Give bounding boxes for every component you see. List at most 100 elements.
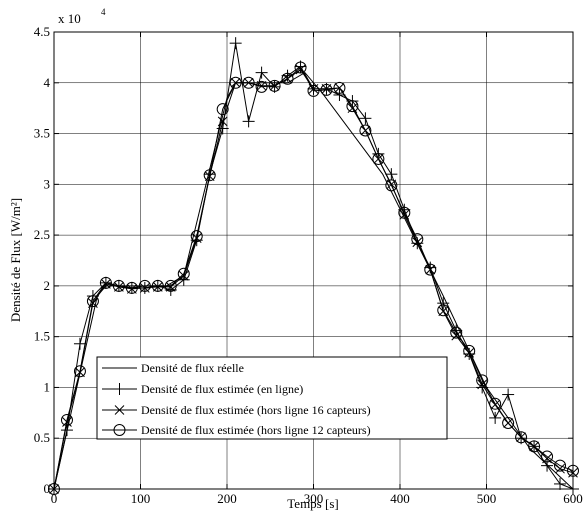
y-tick-label: 4.5 xyxy=(34,24,50,39)
data-point-circle xyxy=(398,206,411,219)
data-point-circle xyxy=(463,344,476,357)
data-point-plus xyxy=(424,261,437,274)
legend-item: Densité de flux réelle xyxy=(102,361,244,375)
x-tick-label: 200 xyxy=(217,491,237,506)
data-point-plus xyxy=(359,112,372,125)
y-axis-label: Densité de Flux [W/m²] xyxy=(8,198,23,322)
data-point-plus xyxy=(229,37,242,50)
data-point-x xyxy=(477,379,488,390)
data-point-circle xyxy=(294,61,307,74)
data-point-circle xyxy=(268,79,281,92)
x-stroke xyxy=(114,405,125,415)
x-stroke xyxy=(477,379,488,390)
x-tick-label: 100 xyxy=(131,491,151,506)
data-point-circle xyxy=(203,169,216,182)
y-tick-label: 0 xyxy=(44,481,51,496)
data-point-circle xyxy=(541,450,554,463)
data-point-circle xyxy=(554,459,567,472)
legend-item: Densité de flux estimée (hors ligne 12 c… xyxy=(102,423,371,437)
x-tick-label: 300 xyxy=(304,491,324,506)
legend-label: Densité de flux estimée (hors ligne 12 c… xyxy=(141,423,371,437)
data-point-plus xyxy=(450,324,463,337)
legend-item: Densité de flux estimée (en ligne) xyxy=(102,382,303,396)
data-point-plus xyxy=(385,168,398,181)
data-point-circle xyxy=(346,100,359,113)
data-point-circle xyxy=(112,279,125,292)
data-point-circle xyxy=(359,124,372,137)
data-point-circle xyxy=(229,76,242,89)
data-point-circle xyxy=(73,365,86,378)
data-point-plus xyxy=(113,383,126,395)
data-point-plus xyxy=(255,66,268,79)
y-tick-label: 1 xyxy=(44,379,51,394)
data-point-x xyxy=(555,463,565,474)
data-point-plus xyxy=(554,477,567,490)
data-point-circle xyxy=(138,279,151,292)
data-point-circle xyxy=(476,374,489,387)
x-stroke xyxy=(451,330,462,341)
data-point-circle xyxy=(450,326,463,339)
data-point-plus xyxy=(60,424,73,437)
data-point-circle xyxy=(216,103,229,116)
x-tick-label: 400 xyxy=(390,491,410,506)
data-point-circle xyxy=(151,279,164,292)
y-axis-multiplier: x 10 4 xyxy=(58,7,106,26)
legend: Densité de flux réelle Densité de flux e… xyxy=(96,356,448,440)
data-point-circle xyxy=(528,440,541,453)
x-stroke xyxy=(412,237,423,248)
legend-marker-circle xyxy=(113,424,126,436)
ticks: 0 100 200 300 400 500 600 0 0.5 1 1.5 2 2.5 3 3.5 4 4.5 xyxy=(34,24,583,506)
data-point-plus xyxy=(242,115,255,128)
data-point-circle xyxy=(515,431,528,444)
data-point-circle xyxy=(502,416,515,429)
data-point-circle xyxy=(190,230,203,243)
y-multiplier-label: x 10 xyxy=(58,11,81,26)
legend-label: Densité de flux estimée (en ligne) xyxy=(141,382,303,396)
legend-marker-plus xyxy=(113,383,126,395)
x-stroke xyxy=(555,463,565,474)
data-point-circle xyxy=(242,76,255,89)
y-tick-label: 4 xyxy=(44,75,51,90)
y-tick-label: 3 xyxy=(44,176,51,191)
y-exponent-label: 4 xyxy=(101,7,106,17)
data-point-circle xyxy=(489,397,502,410)
data-point-circle xyxy=(333,81,346,94)
data-point-plus xyxy=(502,388,515,401)
series-layer xyxy=(48,37,579,495)
data-point-circle xyxy=(125,281,138,294)
series-circle xyxy=(48,61,579,495)
data-point-circle xyxy=(99,276,112,289)
data-point-circle xyxy=(255,80,268,93)
x-tick-label: 500 xyxy=(477,491,497,506)
data-point-plus xyxy=(437,297,450,310)
data-point-circle xyxy=(437,304,450,317)
series-line xyxy=(53,66,574,490)
legend-marker-x xyxy=(114,405,125,415)
data-point-circle xyxy=(372,152,385,165)
legend-label: Densité de flux réelle xyxy=(141,361,244,375)
data-point-circle xyxy=(164,279,177,292)
y-tick-label: 1.5 xyxy=(34,329,50,344)
data-point-circle xyxy=(281,72,294,85)
y-tick-label: 3.5 xyxy=(34,126,50,141)
data-point-circle xyxy=(320,83,333,96)
x-tick-label: 0 xyxy=(51,491,58,506)
legend-label: Densité de flux estimée (hors ligne 16 c… xyxy=(141,403,371,417)
data-point-circle xyxy=(177,267,190,280)
x-axis-label: Temps [s] xyxy=(287,496,338,511)
legend-box xyxy=(96,356,448,440)
data-point-circle xyxy=(411,233,424,246)
data-point-plus xyxy=(73,337,86,350)
data-point-circle xyxy=(86,295,99,308)
data-point-x xyxy=(451,330,462,341)
data-point-circle xyxy=(424,263,437,276)
data-point-plus xyxy=(489,411,502,424)
data-point-circle xyxy=(307,84,320,97)
y-tick-label: 2 xyxy=(44,278,51,293)
data-point-x xyxy=(114,405,125,415)
y-tick-label: 0.5 xyxy=(34,430,50,445)
legend-item: Densité de flux estimée (hors ligne 16 c… xyxy=(102,403,371,417)
data-point-circle xyxy=(113,424,126,436)
